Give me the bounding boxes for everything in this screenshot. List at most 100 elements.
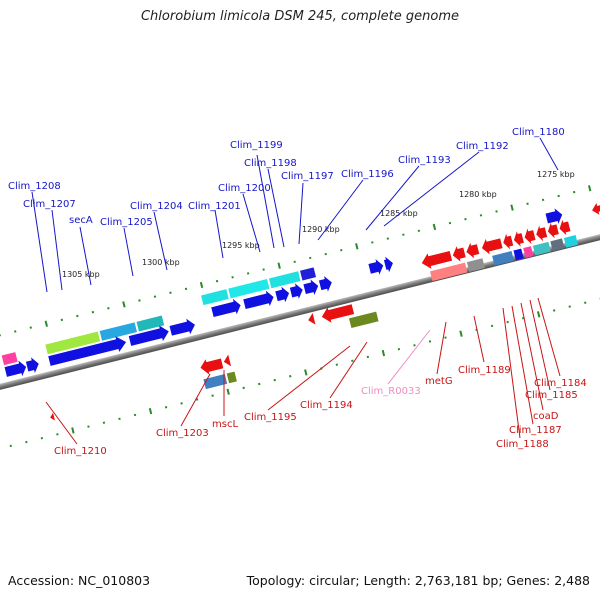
tick-mark bbox=[148, 407, 153, 415]
gene-label[interactable]: Clim_1197 bbox=[281, 171, 334, 182]
gene-label[interactable]: Clim_1199 bbox=[230, 140, 283, 151]
feature-bar[interactable] bbox=[201, 289, 229, 306]
tick-mark bbox=[118, 417, 121, 421]
gene-label[interactable]: Clim_1196 bbox=[341, 169, 394, 180]
gene-label[interactable]: Clim_R0033 bbox=[361, 386, 421, 397]
feature-bar[interactable] bbox=[492, 251, 514, 266]
feature-bar[interactable] bbox=[563, 235, 578, 248]
gene-label[interactable]: Clim_1200 bbox=[218, 183, 271, 194]
forward-tick-track bbox=[0, 185, 592, 337]
kbp-label: 1280 kbp bbox=[459, 190, 497, 199]
tick-mark bbox=[14, 330, 17, 333]
tick-mark bbox=[29, 326, 32, 329]
feature-bar[interactable] bbox=[348, 311, 379, 329]
gene-label[interactable]: Clim_1192 bbox=[456, 141, 509, 152]
feature-bar[interactable] bbox=[466, 258, 485, 272]
tick-mark bbox=[464, 218, 467, 221]
gene-label[interactable]: Clim_1208 bbox=[8, 181, 61, 192]
tick-mark bbox=[40, 436, 44, 440]
accession-text: Accession: NC_010803 bbox=[8, 573, 151, 588]
tick-mark bbox=[572, 190, 576, 194]
kbp-label: 1290 kbp bbox=[302, 225, 340, 234]
feature-bar[interactable] bbox=[268, 271, 301, 289]
gene-label[interactable]: Clim_1180 bbox=[512, 127, 565, 138]
tick-mark bbox=[402, 233, 405, 236]
tick-mark bbox=[506, 320, 509, 324]
tick-mark bbox=[215, 279, 219, 283]
feature-bar[interactable] bbox=[300, 267, 317, 281]
tick-mark bbox=[428, 340, 432, 343]
feature-bar[interactable] bbox=[45, 331, 101, 355]
gene-label[interactable]: Clim_1193 bbox=[398, 155, 451, 166]
tick-mark bbox=[184, 287, 188, 291]
feature-bar[interactable] bbox=[226, 371, 237, 384]
tick-mark bbox=[25, 440, 28, 444]
gene-label[interactable]: metG bbox=[425, 376, 453, 387]
gene-label[interactable]: Clim_1201 bbox=[188, 201, 241, 212]
tick-mark bbox=[526, 202, 529, 205]
tick-mark bbox=[164, 406, 168, 409]
feature-bar[interactable] bbox=[532, 241, 551, 256]
forward-leader-lines bbox=[31, 137, 559, 293]
reverse-gene-arrows[interactable] bbox=[32, 202, 600, 422]
tick-mark bbox=[335, 363, 339, 366]
tick-mark bbox=[242, 386, 245, 390]
tick-mark bbox=[309, 256, 312, 260]
tick-mark bbox=[397, 347, 401, 351]
tick-mark bbox=[557, 194, 560, 198]
feature-bar[interactable] bbox=[136, 315, 165, 332]
gene-label[interactable]: Clim_1187 bbox=[509, 425, 562, 436]
kbp-label: 1305 kbp bbox=[62, 270, 100, 279]
feature-bar[interactable] bbox=[1, 352, 18, 366]
feature-bar[interactable] bbox=[430, 262, 468, 282]
tick-mark bbox=[91, 310, 95, 314]
gene-label[interactable]: Clim_1189 bbox=[458, 365, 511, 376]
gene-label[interactable]: Clim_1207 bbox=[23, 199, 76, 210]
feature-bar[interactable] bbox=[203, 374, 228, 390]
tick-mark bbox=[122, 301, 126, 308]
tick-mark bbox=[568, 305, 571, 308]
tick-mark bbox=[0, 334, 1, 337]
tick-mark bbox=[366, 355, 370, 359]
tick-mark bbox=[584, 301, 587, 304]
tick-mark bbox=[444, 336, 447, 339]
gene-label[interactable]: Clim_1210 bbox=[54, 446, 107, 457]
feature-bar[interactable] bbox=[99, 322, 138, 341]
tick-mark bbox=[293, 260, 296, 264]
tick-mark bbox=[211, 394, 214, 397]
gene-label[interactable]: Clim_1188 bbox=[496, 439, 549, 450]
tick-mark bbox=[169, 291, 172, 294]
tick-mark bbox=[257, 382, 261, 386]
gene-label[interactable]: secA bbox=[69, 215, 93, 226]
feature-bar[interactable] bbox=[523, 246, 534, 258]
gene-label[interactable]: Clim_1184 bbox=[534, 378, 587, 389]
gene-label[interactable]: mscL bbox=[212, 419, 238, 430]
feature-bar[interactable] bbox=[550, 238, 565, 252]
tick-mark bbox=[273, 378, 276, 382]
forward-gene-arrows[interactable] bbox=[0, 207, 569, 389]
feature-bar[interactable] bbox=[513, 248, 524, 261]
gene-label[interactable]: Clim_1195 bbox=[244, 412, 297, 423]
gene-label[interactable]: Clim_1205 bbox=[100, 217, 153, 228]
gene-label[interactable]: Clim_1194 bbox=[300, 400, 353, 411]
tick-mark bbox=[324, 252, 327, 256]
reverse-tick-track bbox=[9, 297, 600, 448]
gene-label[interactable]: coaD bbox=[533, 411, 559, 422]
tick-mark bbox=[44, 320, 48, 327]
tick-mark bbox=[413, 344, 416, 347]
tick-mark bbox=[231, 276, 234, 279]
feature-bar[interactable] bbox=[228, 278, 270, 299]
gene-label[interactable]: Clim_1204 bbox=[130, 201, 183, 212]
tick-mark bbox=[536, 311, 541, 318]
kbp-label: 1275 kbp bbox=[537, 170, 575, 179]
tick-mark bbox=[199, 281, 204, 289]
tick-mark bbox=[386, 237, 390, 240]
gene-label[interactable]: Clim_1203 bbox=[156, 428, 209, 439]
tick-mark bbox=[9, 444, 13, 448]
gene-label[interactable]: Clim_1198 bbox=[244, 158, 297, 169]
gene-label[interactable]: Clim_1185 bbox=[525, 390, 578, 401]
tick-mark bbox=[417, 229, 421, 233]
tick-mark bbox=[490, 324, 494, 328]
tick-mark bbox=[371, 241, 374, 244]
